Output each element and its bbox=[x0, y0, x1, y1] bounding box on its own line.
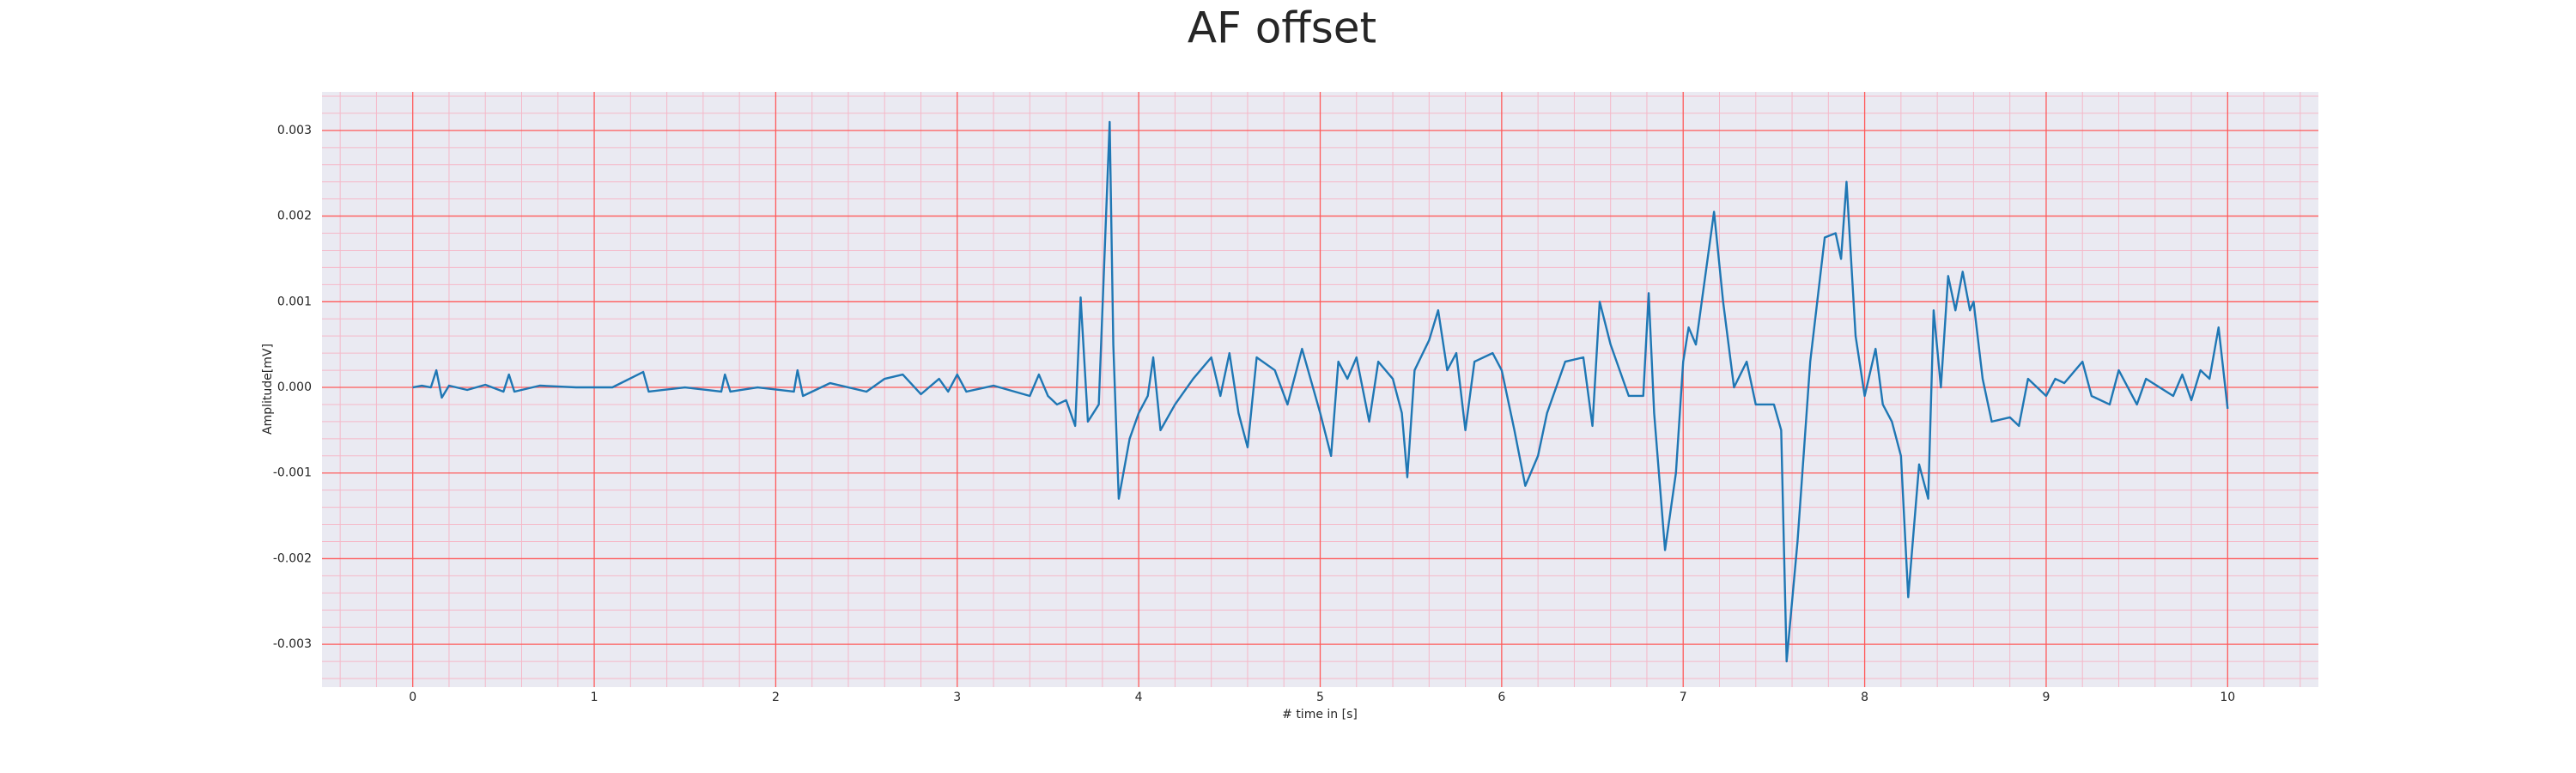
y-axis-label: Amplitude[mV] bbox=[261, 344, 275, 435]
x-tick-label: 7 bbox=[1680, 691, 1687, 704]
x-tick-label: 8 bbox=[1861, 691, 1868, 704]
y-tick-label: -0.001 bbox=[273, 466, 312, 480]
x-tick-label: 1 bbox=[591, 691, 598, 704]
x-tick-label: 6 bbox=[1498, 691, 1505, 704]
y-tick-label: -0.003 bbox=[273, 637, 312, 651]
x-tick-label: 0 bbox=[409, 691, 416, 704]
y-tick-label: -0.002 bbox=[273, 551, 312, 565]
chart-title: AF offset bbox=[1188, 3, 1376, 53]
y-tick-label: 0.002 bbox=[277, 210, 312, 223]
signal-line bbox=[412, 120, 2229, 663]
labels: 0 1 2 3 4 5 6 7 8 9 10 -0.003 -0.002 -0.001 0.000 0.001… bbox=[273, 124, 2235, 704]
x-tick-label: 5 bbox=[1316, 691, 1324, 704]
y-tick-label: 0.001 bbox=[277, 295, 312, 308]
marks bbox=[412, 120, 2229, 663]
y-tick-label: 0.000 bbox=[277, 380, 312, 394]
x-axis-label: # time in [s] bbox=[1282, 708, 1358, 721]
x-tick-label: 9 bbox=[2042, 691, 2050, 704]
x-tick-label: 2 bbox=[772, 691, 780, 704]
x-tick-label: 3 bbox=[953, 691, 961, 704]
y-tick-label: 0.003 bbox=[277, 124, 312, 137]
x-tick-label: 10 bbox=[2220, 691, 2235, 704]
x-tick-label: 4 bbox=[1135, 691, 1143, 704]
